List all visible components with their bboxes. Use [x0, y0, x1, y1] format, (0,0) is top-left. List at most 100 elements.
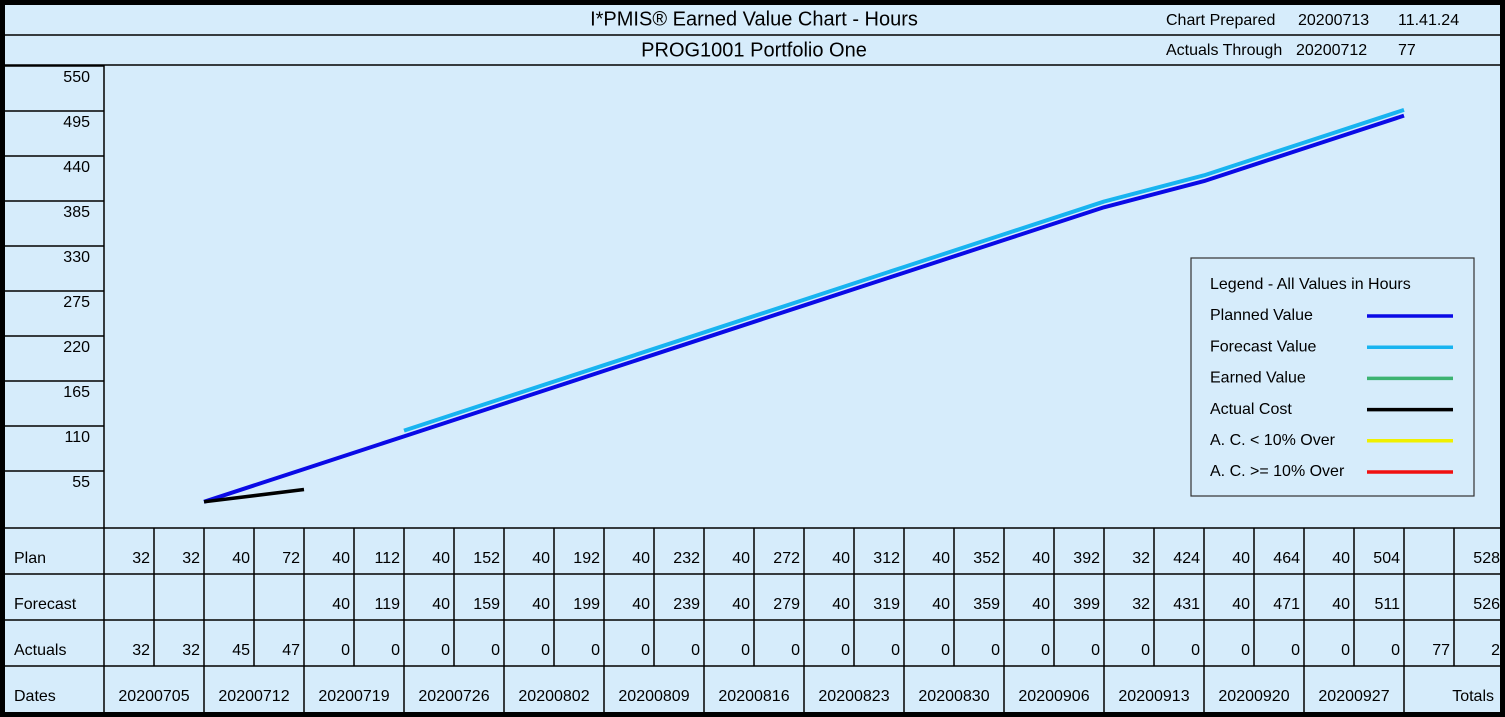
prepared-date: 20200713	[1298, 12, 1369, 29]
cell: 40	[632, 596, 650, 613]
date: 20200809	[618, 688, 689, 705]
row-label: Actuals	[14, 642, 66, 659]
y-tick-label: 275	[63, 294, 90, 311]
cell: 0	[541, 642, 550, 659]
cell: 352	[973, 550, 1000, 567]
cell: 40	[332, 596, 350, 613]
cell: 232	[673, 550, 700, 567]
series-line	[403, 108, 1405, 433]
cell: 2	[1491, 642, 1500, 659]
cell: 112	[374, 550, 400, 567]
cell: 72	[282, 550, 300, 567]
y-tick-label: 495	[63, 114, 90, 131]
legend-label: Forecast Value	[1210, 338, 1317, 355]
y-tick-label: 165	[63, 384, 90, 401]
cell: 504	[1373, 550, 1400, 567]
cell: 40	[332, 550, 350, 567]
cell: 0	[791, 642, 800, 659]
actuals-date: 20200712	[1296, 42, 1367, 59]
cell: 526	[1473, 596, 1500, 613]
date: 20200927	[1318, 688, 1389, 705]
cell: 40	[1232, 550, 1250, 567]
cell: 464	[1273, 550, 1300, 567]
cell: 431	[1173, 596, 1200, 613]
cell: 239	[673, 596, 700, 613]
cell: 40	[1332, 596, 1350, 613]
cell: 312	[873, 550, 900, 567]
y-tick-label: 55	[72, 474, 90, 491]
y-tick-label: 385	[63, 204, 90, 221]
cell: 0	[991, 642, 1000, 659]
prepared-time: 11.41.24	[1398, 12, 1459, 29]
row-label: Forecast	[14, 596, 77, 613]
legend-box	[1190, 257, 1475, 497]
cell: 40	[732, 596, 750, 613]
y-tick-label: 220	[63, 339, 90, 356]
date: 20200712	[218, 688, 289, 705]
cell: 0	[491, 642, 500, 659]
cell: 152	[473, 550, 500, 567]
cell: 40	[932, 550, 950, 567]
cell: 192	[573, 550, 600, 567]
cell: 0	[641, 642, 650, 659]
cell: 40	[1232, 596, 1250, 613]
cell: 0	[1391, 642, 1400, 659]
cell: 471	[1273, 596, 1300, 613]
cell: 0	[741, 642, 750, 659]
row-label: Plan	[14, 550, 46, 567]
cell: 40	[632, 550, 650, 567]
cell: 40	[732, 550, 750, 567]
row-label: Dates	[14, 688, 56, 705]
date: 20200802	[518, 688, 589, 705]
cell: 0	[1191, 642, 1200, 659]
cell: 0	[1041, 642, 1050, 659]
prepared-label: Chart Prepared	[1166, 12, 1275, 29]
cell: 119	[374, 596, 400, 613]
y-tick-label: 330	[63, 249, 90, 266]
cell: 77	[1432, 642, 1450, 659]
cell: 0	[691, 642, 700, 659]
cell: 32	[182, 642, 200, 659]
cell: 399	[1073, 596, 1100, 613]
legend-label: Actual Cost	[1210, 401, 1292, 418]
cell: 0	[591, 642, 600, 659]
cell: 40	[432, 550, 450, 567]
cell: 40	[532, 596, 550, 613]
cell: 272	[773, 550, 800, 567]
cell: 511	[1374, 596, 1400, 613]
cell: 0	[1141, 642, 1150, 659]
cell: 0	[1241, 642, 1250, 659]
cell: 424	[1173, 550, 1200, 567]
cell: 40	[232, 550, 250, 567]
cell: 32	[182, 550, 200, 567]
cell: 40	[1032, 596, 1050, 613]
cell: 0	[941, 642, 950, 659]
date: 20200726	[418, 688, 489, 705]
cell: 319	[873, 596, 900, 613]
cell: 40	[432, 596, 450, 613]
cell: 40	[1332, 550, 1350, 567]
actuals-label: Actuals Through	[1166, 42, 1282, 59]
cell: 32	[1132, 596, 1150, 613]
cell: 40	[932, 596, 950, 613]
cell: 199	[573, 596, 600, 613]
cell: 279	[773, 596, 800, 613]
legend-label: Planned Value	[1210, 307, 1313, 324]
y-tick-label: 440	[63, 159, 90, 176]
date: 20200906	[1018, 688, 1089, 705]
date: 20200913	[1118, 688, 1189, 705]
cell: 32	[132, 642, 150, 659]
subtitle: PROG1001 Portfolio One	[641, 39, 867, 61]
date: 20200830	[918, 688, 989, 705]
date: 20200823	[818, 688, 889, 705]
series-line	[203, 487, 305, 504]
cell: 0	[1291, 642, 1300, 659]
cell: 359	[973, 596, 1000, 613]
cell: 0	[841, 642, 850, 659]
legend-label: A. C. >= 10% Over	[1210, 463, 1345, 480]
legend-title: Legend - All Values in Hours	[1210, 276, 1411, 293]
cell: 32	[132, 550, 150, 567]
date: Totals	[1452, 688, 1494, 705]
